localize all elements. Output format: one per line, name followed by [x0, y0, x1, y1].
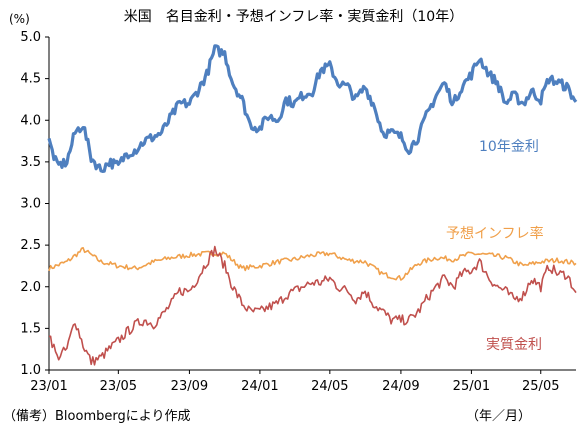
x-tick-label: 24/09	[382, 379, 419, 394]
inflation-expectation-label: 予想インフレ率	[446, 225, 544, 242]
source-note: （備考）Bloombergにより作成	[3, 409, 191, 424]
tick-labels: 1.0 1.5 2.0 2.5 3.0 3.5 4.0 4.5 5.0 23/01 23/05 23/…	[20, 30, 559, 394]
y-tick-label: 2.0	[20, 280, 41, 295]
x-tick-label: 23/05	[100, 379, 137, 394]
y-tick-label: 2.5	[20, 238, 41, 253]
x-tick-label: 23/09	[171, 379, 208, 394]
x-tick-label: 24/05	[311, 379, 348, 394]
x-tick-label: 25/05	[522, 379, 559, 394]
inflation-expectation-line	[48, 247, 577, 281]
y-tick-label: 4.0	[20, 113, 41, 128]
x-tick-label: 23/01	[30, 379, 67, 394]
real-yield-line	[48, 245, 577, 366]
x-tick-label: 25/01	[453, 379, 490, 394]
axes	[45, 36, 576, 374]
y-tick-label: 4.5	[20, 72, 41, 87]
nominal-yield-label: 10年金利	[479, 139, 539, 155]
series-lines	[47, 44, 578, 366]
y-axis-unit: (%)	[9, 12, 30, 26]
chart-title: 米国 名目金利・予想インフレ率・実質金利（10年）	[123, 9, 464, 25]
y-tick-label: 3.5	[20, 155, 41, 170]
x-axis-unit: （年／月）	[466, 409, 532, 424]
real-yield-label: 実質金利	[486, 337, 542, 353]
x-tick-label: 24/01	[241, 379, 278, 394]
y-tick-label: 1.5	[20, 321, 41, 336]
y-tick-label: 1.0	[20, 363, 41, 378]
y-tick-label: 5.0	[20, 30, 41, 45]
y-tick-label: 3.0	[20, 197, 41, 212]
nominal-yield-line	[47, 44, 578, 173]
